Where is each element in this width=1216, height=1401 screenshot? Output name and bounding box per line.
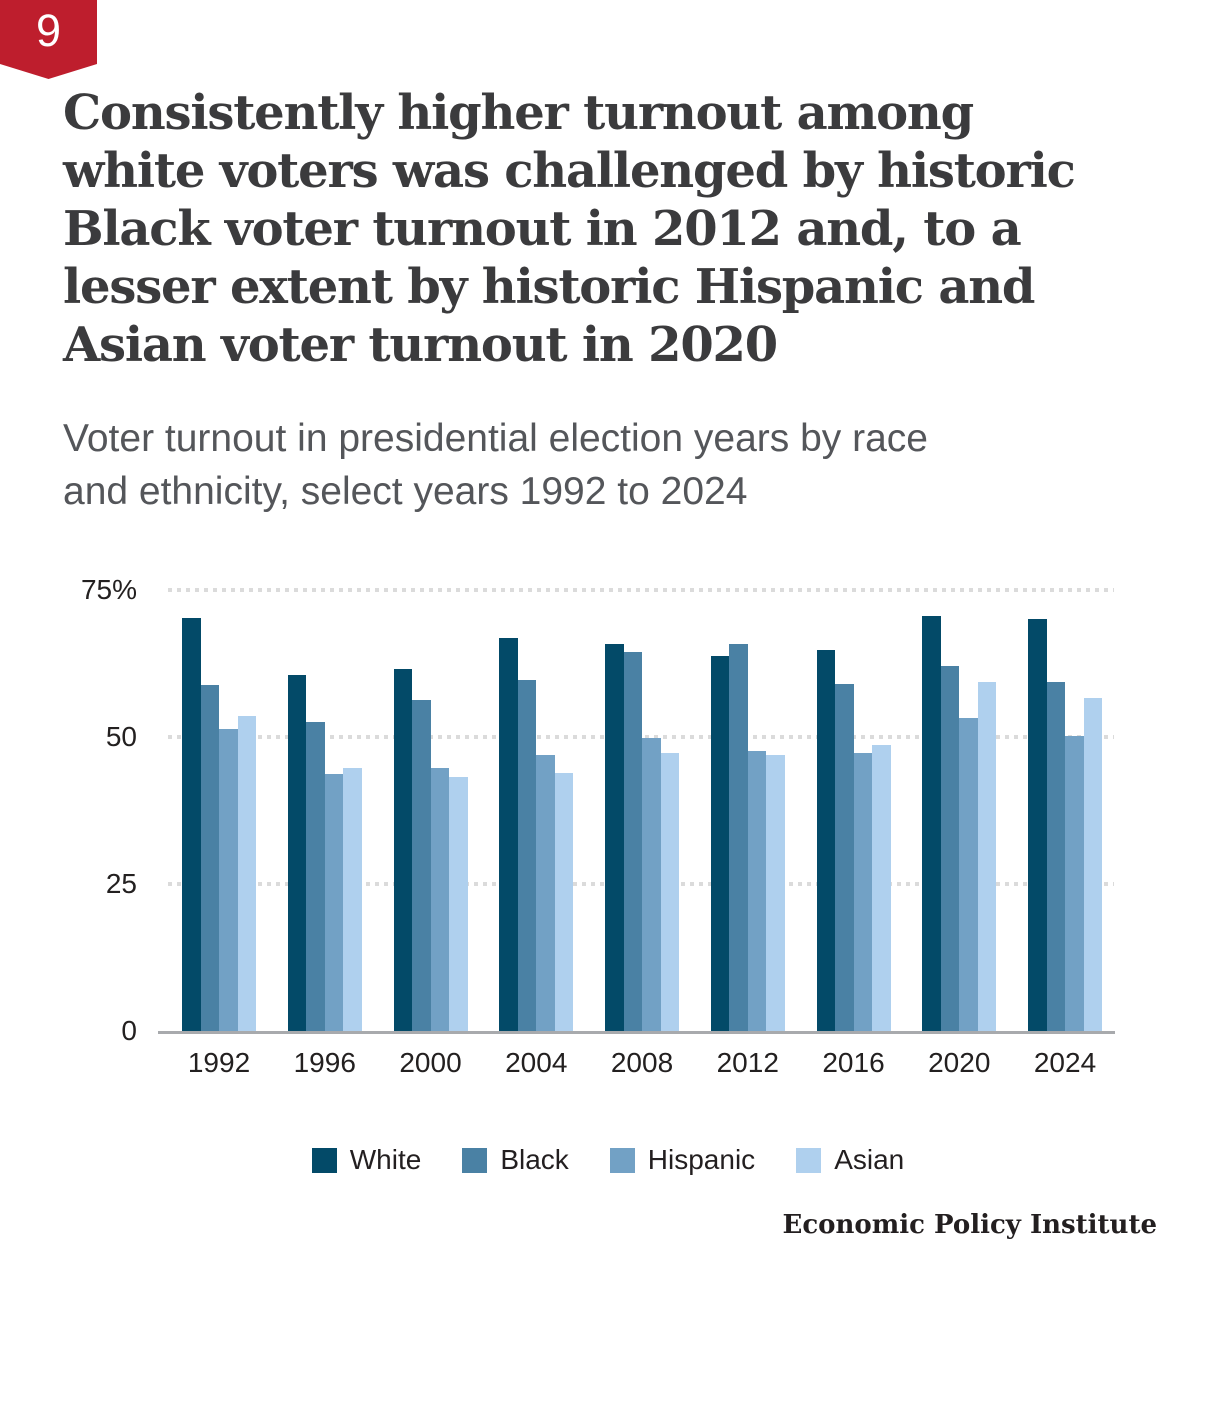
source-attribution: Economic Policy Institute xyxy=(782,1210,1158,1240)
y-tick-label-0: 0 xyxy=(121,1015,137,1046)
y-tick-label-75: 75% xyxy=(80,574,137,605)
bar-group-2012: 2012 xyxy=(710,590,785,1078)
bar-asian-1996 xyxy=(343,767,362,1031)
bar-white-2000 xyxy=(393,669,412,1031)
x-tick-label-2004: 2004 xyxy=(505,1047,568,1078)
bar-black-2000 xyxy=(412,699,431,1031)
bar-black-2024 xyxy=(1046,681,1065,1031)
bar-hispanic-2020 xyxy=(959,717,978,1031)
x-tick-label-2012: 2012 xyxy=(716,1047,779,1078)
legend-item-asian: Asian xyxy=(796,1144,904,1176)
gridline-75 xyxy=(168,588,1114,592)
bar-asian-2008 xyxy=(660,753,679,1031)
legend-swatch-white xyxy=(311,1147,337,1173)
bar-hispanic-2008 xyxy=(642,738,661,1031)
bar-asian-2024 xyxy=(1083,697,1102,1031)
legend-item-black: Black xyxy=(462,1144,569,1176)
bar-group-2016: 2016 xyxy=(816,590,891,1078)
figure-number-badge: 9 xyxy=(0,0,97,79)
x-tick-label-1992: 1992 xyxy=(187,1047,251,1078)
headline-line: white voters was challenged by historic xyxy=(63,143,1076,199)
legend-item-white: White xyxy=(311,1144,422,1176)
bar-black-1992 xyxy=(200,685,219,1031)
bar-hispanic-2004 xyxy=(536,755,555,1031)
subtitle-line: Voter turnout in presidential election y… xyxy=(63,417,928,460)
chart-subtitle: Voter turnout in presidential election y… xyxy=(63,412,1203,518)
bar-hispanic-2000 xyxy=(430,767,449,1031)
bar-white-1992 xyxy=(182,618,201,1031)
bar-hispanic-2016 xyxy=(853,753,872,1031)
legend-swatch-black xyxy=(462,1147,488,1173)
bar-group-1996: 1996 xyxy=(287,590,362,1078)
legend-label-asian: Asian xyxy=(834,1144,905,1175)
legend-label-hispanic: Hispanic xyxy=(647,1144,756,1175)
legend-swatch-hispanic xyxy=(609,1147,635,1173)
bar-group-2024: 2024 xyxy=(1028,590,1102,1078)
bar-white-2024 xyxy=(1028,618,1047,1031)
bar-group-1992: 1992 xyxy=(182,590,256,1078)
bar-asian-1992 xyxy=(237,715,256,1031)
chart-headline: Consistently higher turnout among white … xyxy=(63,84,1203,374)
bar-white-2016 xyxy=(816,649,835,1031)
bar-white-2020 xyxy=(922,616,941,1031)
x-tick-label-2020: 2020 xyxy=(928,1047,991,1078)
x-axis-baseline xyxy=(158,1031,1115,1034)
bar-asian-2000 xyxy=(449,776,468,1031)
bar-black-2020 xyxy=(940,666,960,1031)
bar-white-1996 xyxy=(287,675,307,1031)
bar-black-2012 xyxy=(729,644,748,1031)
y-tick-label-25: 25 xyxy=(105,868,137,899)
bar-white-2004 xyxy=(499,637,518,1031)
legend-item-hispanic: Hispanic xyxy=(609,1144,756,1176)
bar-group-2008: 2008 xyxy=(605,590,679,1078)
headline-line: lesser extent by historic Hispanic and xyxy=(63,259,1035,315)
figure-number: 9 xyxy=(35,5,62,56)
bar-black-1996 xyxy=(306,722,325,1031)
x-tick-label-2024: 2024 xyxy=(1033,1047,1097,1078)
bar-group-2000: 2000 xyxy=(393,590,468,1078)
bar-hispanic-1996 xyxy=(324,774,344,1031)
bar-black-2016 xyxy=(835,683,854,1031)
x-tick-label-2016: 2016 xyxy=(822,1047,885,1078)
bar-hispanic-1992 xyxy=(219,729,238,1031)
plot-area: 1992 1996 2000 2004 2008 2012 2016 2020 2024 xyxy=(158,588,1115,1078)
bar-groups: 1992 1996 2000 2004 2008 2012 2016 2020 2024 xyxy=(168,590,1114,1078)
bar-asian-2020 xyxy=(977,682,997,1031)
bar-group-2004: 2004 xyxy=(499,590,574,1078)
legend-label-black: Black xyxy=(500,1144,569,1175)
subtitle-line: and ethnicity, select years 1992 to 2024 xyxy=(63,470,748,513)
y-axis: 75% 50 25 0 xyxy=(0,0,137,1100)
bar-asian-2004 xyxy=(554,772,574,1031)
headline-line: Consistently higher turnout among xyxy=(63,85,974,141)
x-tick-label-2000: 2000 xyxy=(399,1047,462,1078)
bar-asian-2016 xyxy=(872,745,891,1031)
bar-hispanic-2024 xyxy=(1065,735,1084,1031)
y-tick-label-50: 50 xyxy=(105,721,137,752)
bar-black-2008 xyxy=(623,651,642,1031)
bar-asian-2012 xyxy=(766,755,785,1031)
bar-group-2020: 2020 xyxy=(922,590,997,1078)
chart-legend: White Black Hispanic Asian xyxy=(0,1144,1216,1176)
bar-white-2012 xyxy=(710,656,730,1031)
bar-black-2004 xyxy=(517,679,537,1031)
bar-white-2008 xyxy=(605,644,624,1031)
headline-line: Asian voter turnout in 2020 xyxy=(63,317,778,373)
x-tick-label-1996: 1996 xyxy=(293,1047,356,1078)
headline-line: Black voter turnout in 2012 and, to a xyxy=(63,201,1022,257)
bar-hispanic-2012 xyxy=(747,751,767,1031)
legend-swatch-asian xyxy=(796,1147,822,1173)
legend-label-white: White xyxy=(349,1144,422,1175)
x-tick-label-2008: 2008 xyxy=(610,1047,674,1078)
